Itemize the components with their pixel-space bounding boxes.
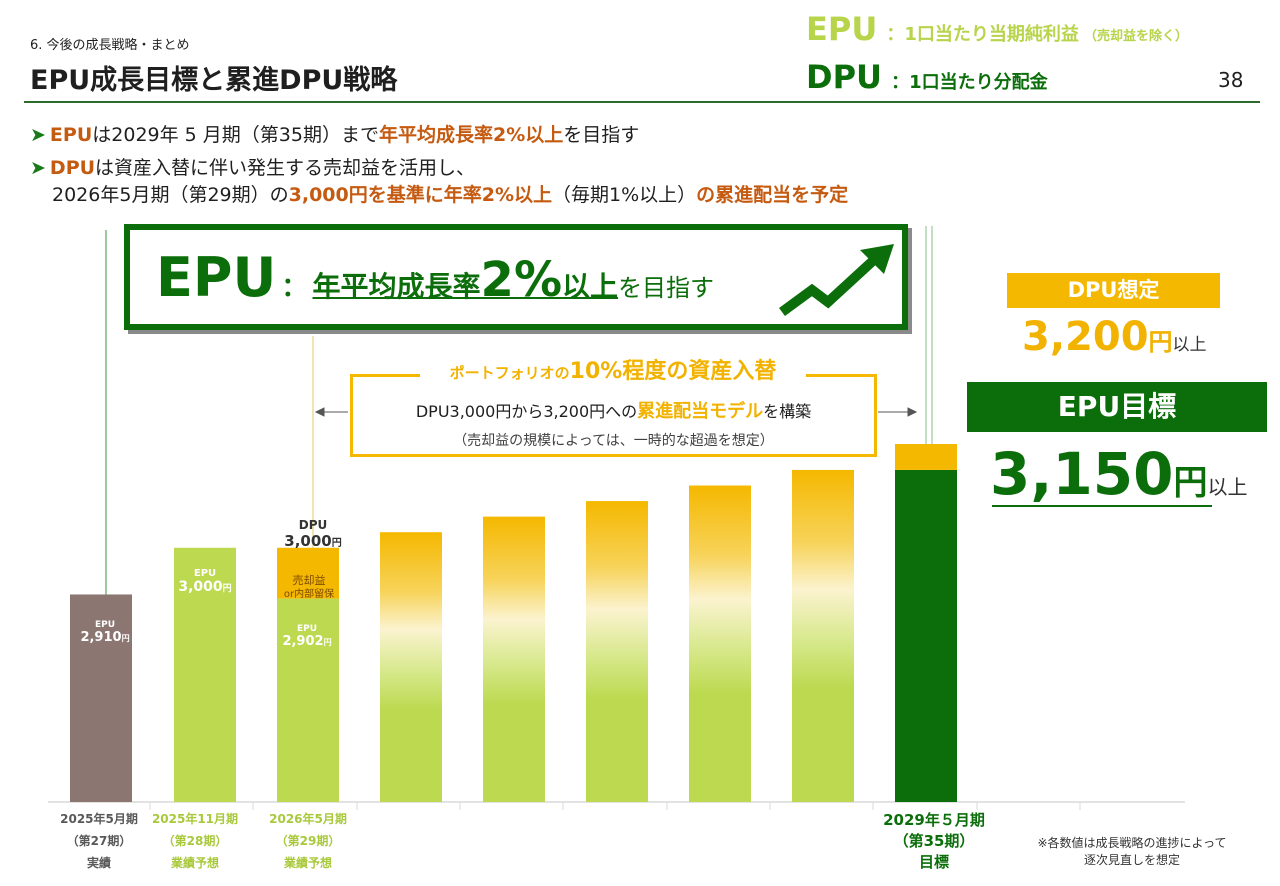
dpu-target-unit: 円 bbox=[1148, 328, 1173, 356]
hero-rate-label: 年平均成長率2%以上 bbox=[312, 252, 619, 308]
epu-legend-desc: ：1口当たり当期純利益 bbox=[886, 24, 1079, 45]
growth-arrow-icon bbox=[779, 244, 894, 317]
bar-2026-05-epu bbox=[277, 598, 339, 802]
bullet-2-line2: 2026年5月期（第29期）の3,000円を基準に年率2%以上（毎期1%以上）の… bbox=[52, 180, 848, 207]
bullet-2-line2-emph: 3,000円を基準に年率2%以上 bbox=[288, 184, 552, 206]
epu-legend-note: （売却益を除く） bbox=[1084, 29, 1189, 44]
bullet-2: ➤ DPUは資産入替に伴い発生する売却益を活用し、 bbox=[30, 153, 475, 180]
dpu-legend-key: DPU bbox=[806, 58, 882, 96]
bullet-2-line2-tail: の累進配当を予定 bbox=[696, 184, 849, 206]
bullet-1-emph: 年平均成長率2%以上 bbox=[378, 124, 564, 146]
bullet-2-line2-paren: （毎期1%以上） bbox=[551, 184, 697, 206]
bar-2029-05-epu-target bbox=[895, 469, 957, 802]
bullet-1-text: は2029年 5 月期（第35期）まで bbox=[92, 124, 379, 146]
epu-target-unit: 円 bbox=[1173, 463, 1208, 503]
bar-2-label-value: 3,000円 bbox=[178, 579, 232, 595]
hero-text: EPU ： 年平均成長率2%以上を目指す bbox=[156, 246, 714, 309]
swap-box-title: ポートフォリオの10%程度の資産入替 bbox=[449, 359, 777, 384]
x-tick-1: 2025年5月期 （第27期） 実績 bbox=[60, 812, 138, 870]
bar-2025-11-forecast bbox=[174, 547, 236, 802]
epu-target-underline bbox=[992, 505, 1212, 507]
dpu-target-value: 3,200 bbox=[1022, 314, 1149, 360]
x-tick-2: 2025年11月期 （第28期） 業績予想 bbox=[151, 812, 239, 870]
bar-3-sale-label: 売却益 or内部留保 bbox=[283, 574, 335, 600]
swap-box-topline-left bbox=[350, 374, 420, 377]
page-number: 38 bbox=[1218, 68, 1244, 92]
title-underline bbox=[24, 101, 1260, 103]
swap-box-topline-right bbox=[806, 374, 877, 377]
x-axis-ticks bbox=[149, 802, 1081, 810]
dpu-legend-desc: ：1口当たり分配金 bbox=[891, 72, 1048, 93]
swap-box-line1: DPU3,000円から3,200円への累進配当モデルを構築 bbox=[415, 401, 812, 422]
hero-box bbox=[124, 224, 908, 330]
bar-1-label-value: 2,910円 bbox=[80, 630, 130, 645]
bullet-1-key: EPU bbox=[49, 124, 93, 146]
epu-target: 3,150円以上 bbox=[990, 440, 1247, 508]
bar-3-dpu-value: 3,000円 bbox=[284, 532, 342, 550]
epu-target-value: 3,150 bbox=[990, 440, 1174, 508]
epu-target-suffix: 以上 bbox=[1207, 475, 1248, 499]
hero-epu: EPU bbox=[156, 246, 277, 309]
bullet-arrow-icon: ➤ bbox=[30, 157, 46, 179]
bullet-1-tail: を目指す bbox=[563, 124, 640, 146]
bar-illustrative-7 bbox=[792, 469, 854, 802]
section-label: 6. 今後の成長戦略・まとめ bbox=[30, 38, 190, 53]
bar-2025-05-actual bbox=[70, 594, 132, 802]
bar-3-label-key: EPU bbox=[296, 624, 318, 634]
bar-2-label-key: EPU bbox=[193, 568, 217, 579]
swap-range-arrow bbox=[314, 407, 918, 417]
bar-2-label: EPU 3,000円 bbox=[172, 568, 238, 595]
bar-illustrative-6 bbox=[689, 485, 751, 802]
bar-illustrative-5 bbox=[586, 501, 648, 802]
swap-box-frame bbox=[350, 374, 877, 457]
dpu-legend: DPU ：1口当たり分配金 bbox=[806, 58, 1048, 96]
bullet-arrow-icon: ➤ bbox=[30, 124, 46, 146]
hero-tail: を目指す bbox=[618, 274, 715, 302]
bar-1-label-key: EPU bbox=[94, 620, 116, 630]
bar-3-label-value: 2,902円 bbox=[282, 634, 332, 649]
epu-legend: EPU ：1口当たり当期純利益 （売却益を除く） bbox=[806, 10, 1188, 48]
dpu-target-suffix: 以上 bbox=[1172, 335, 1207, 355]
bar-illustrative-4 bbox=[483, 516, 545, 802]
bar-3-dpu-label: DPU 3,000円 bbox=[268, 518, 358, 550]
epu-legend-key: EPU bbox=[806, 10, 878, 48]
epu-badge: EPU目標 bbox=[967, 382, 1267, 432]
x-tick-3: 2026年5月期 （第29期） 業績予想 bbox=[269, 812, 347, 870]
dpu-target: 3,200円以上 bbox=[1022, 314, 1207, 360]
bar-2026-05-sale-gain bbox=[277, 547, 339, 599]
x-tick-8: 2029年５月期 （第35期） 目標 bbox=[883, 811, 985, 871]
footnote: ※各数値は成長戦略の進捗によって 逐次見直しを想定 bbox=[1037, 836, 1227, 867]
bar-2029-05-dpu-target bbox=[895, 444, 957, 470]
bullet-2-key: DPU bbox=[49, 157, 96, 179]
swap-box-line2: （売却益の規模によっては、一時的な超過を想定） bbox=[453, 433, 774, 449]
page-title: EPU成長目標と累進DPU戦略 bbox=[30, 65, 398, 96]
bullet-2-line2-text: 2026年5月期（第29期）の bbox=[52, 184, 289, 206]
dpu-badge: DPU想定 bbox=[1007, 273, 1220, 308]
bar-3-dpu-key: DPU bbox=[298, 518, 328, 532]
bullet-2-text: は資産入替に伴い発生する売却益を活用し、 bbox=[95, 157, 476, 179]
hero-colon: ： bbox=[281, 273, 308, 303]
bar-3-label: EPU 2,902円 bbox=[274, 624, 340, 649]
bar-1-label: EPU 2,910円 bbox=[72, 620, 138, 645]
bar-illustrative-3 bbox=[380, 532, 442, 802]
bullet-1: ➤ EPUは2029年 5 月期（第35期）まで年平均成長率2%以上を目指す bbox=[30, 120, 639, 147]
